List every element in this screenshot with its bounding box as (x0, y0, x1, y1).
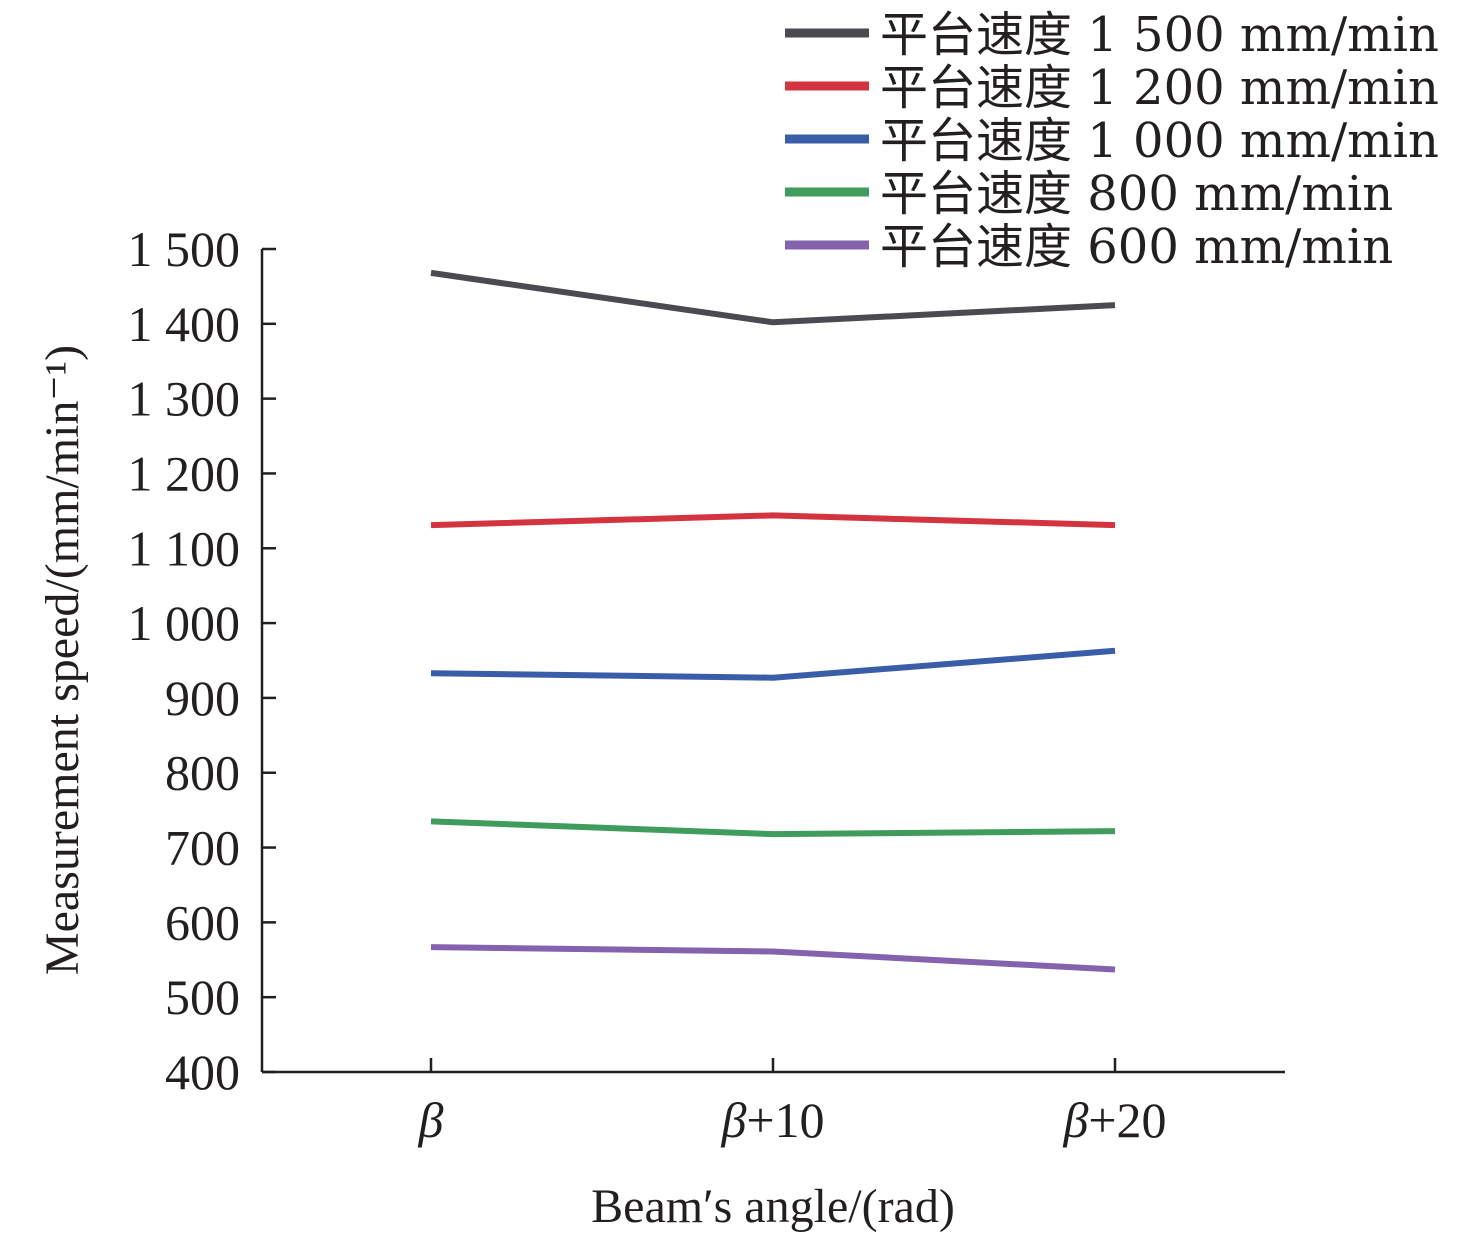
series-line-4 (430, 818, 1116, 838)
y-tick-label: 400 (165, 1044, 240, 1100)
y-axis-title: Measurement speed/(mm/min⁻¹) (36, 345, 89, 975)
series-line-5 (430, 944, 1116, 973)
y-tick-label: 1 100 (128, 520, 241, 576)
y-tick-label: 700 (165, 820, 240, 876)
y-tick-label: 1 400 (128, 296, 241, 352)
y-tick-label: 500 (165, 969, 240, 1025)
legend-label: 平台速度 1 200 mm/min (880, 60, 1439, 116)
y-tick-label: 1 200 (128, 445, 241, 501)
y-axis: 400 500 600 700 800 900 1 000 1 100 1 200 1 300 1 … (128, 221, 276, 1100)
x-axis: β β+10 β+20 (262, 1058, 1285, 1148)
series-line-1 (430, 269, 1116, 326)
x-axis-title: Beam′s angle/(rad) (591, 1180, 955, 1233)
series-line-2 (430, 512, 1116, 529)
y-tick-label: 1 300 (128, 371, 241, 427)
x-tick-label: β+20 (1062, 1092, 1166, 1148)
legend-label: 平台速度 600 mm/min (880, 219, 1393, 275)
y-tick-label: 800 (165, 745, 240, 801)
y-tick-label: 900 (165, 670, 240, 726)
y-tick-label: 600 (165, 894, 240, 950)
y-tick-label: 1 500 (128, 221, 241, 277)
x-tick-label: β+10 (720, 1092, 824, 1148)
legend-label: 平台速度 1 000 mm/min (880, 113, 1439, 169)
y-tick-label: 1 000 (128, 595, 241, 651)
x-tick-label: β (418, 1092, 444, 1148)
series-group (430, 269, 1116, 973)
legend-label: 平台速度 800 mm/min (880, 166, 1393, 222)
legend-label: 平台速度 1 500 mm/min (880, 7, 1439, 63)
series-line-3 (430, 647, 1116, 681)
